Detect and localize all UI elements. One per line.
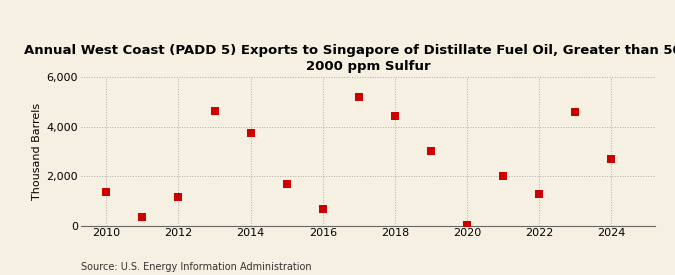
Y-axis label: Thousand Barrels: Thousand Barrels — [32, 103, 43, 200]
Point — [245, 131, 256, 135]
Point — [317, 207, 328, 212]
Point — [173, 195, 184, 199]
Point — [389, 114, 400, 118]
Title: Annual West Coast (PADD 5) Exports to Singapore of Distillate Fuel Oil, Greater : Annual West Coast (PADD 5) Exports to Si… — [24, 43, 675, 73]
Point — [101, 190, 111, 194]
Point — [426, 148, 437, 153]
Point — [606, 157, 617, 161]
Point — [137, 215, 148, 219]
Point — [209, 109, 220, 113]
Text: Source: U.S. Energy Information Administration: Source: U.S. Energy Information Administ… — [81, 262, 312, 272]
Point — [534, 192, 545, 196]
Point — [570, 110, 580, 114]
Point — [354, 95, 364, 100]
Point — [462, 223, 472, 227]
Point — [281, 182, 292, 186]
Point — [497, 173, 508, 178]
